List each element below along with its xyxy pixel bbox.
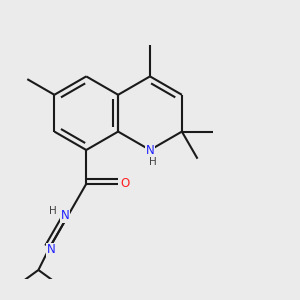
Text: O: O xyxy=(120,177,130,190)
Text: N: N xyxy=(61,209,69,222)
Text: N: N xyxy=(146,143,154,157)
Text: H: H xyxy=(49,206,56,217)
Text: H: H xyxy=(149,157,157,167)
Text: N: N xyxy=(47,243,56,256)
